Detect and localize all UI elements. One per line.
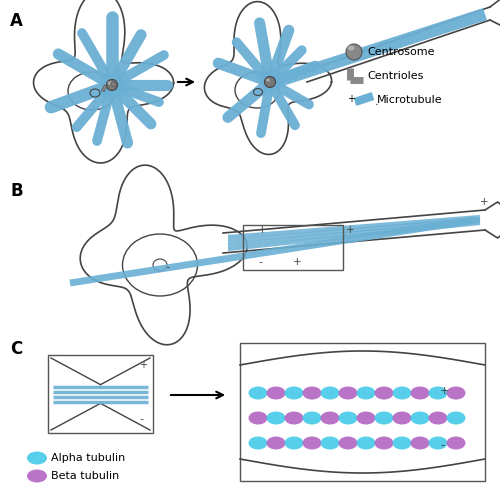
- Text: .: .: [375, 97, 378, 107]
- Ellipse shape: [410, 386, 430, 399]
- Ellipse shape: [410, 436, 430, 449]
- Ellipse shape: [284, 436, 304, 449]
- Ellipse shape: [346, 44, 362, 60]
- Ellipse shape: [248, 412, 268, 425]
- Ellipse shape: [410, 412, 430, 425]
- Ellipse shape: [27, 470, 47, 483]
- Text: +: +: [139, 360, 147, 370]
- Ellipse shape: [27, 451, 47, 464]
- Ellipse shape: [356, 412, 376, 425]
- Ellipse shape: [264, 76, 276, 87]
- Ellipse shape: [446, 436, 466, 449]
- Bar: [240, 343, 485, 481]
- Text: -: -: [165, 262, 169, 272]
- Ellipse shape: [320, 412, 340, 425]
- Ellipse shape: [284, 386, 304, 399]
- Ellipse shape: [428, 386, 448, 399]
- Ellipse shape: [266, 412, 285, 425]
- Ellipse shape: [348, 46, 354, 51]
- Ellipse shape: [302, 436, 322, 449]
- Ellipse shape: [374, 412, 394, 425]
- Text: +: +: [347, 94, 355, 104]
- Bar: [110, 81, 117, 87]
- Polygon shape: [490, 0, 500, 26]
- Ellipse shape: [106, 79, 118, 90]
- Ellipse shape: [320, 436, 340, 449]
- Ellipse shape: [392, 412, 411, 425]
- Bar: [243, 225, 343, 270]
- Polygon shape: [485, 202, 500, 238]
- Ellipse shape: [374, 436, 394, 449]
- Text: +: +: [293, 257, 302, 267]
- Ellipse shape: [428, 436, 448, 449]
- Ellipse shape: [338, 412, 357, 425]
- Ellipse shape: [356, 386, 376, 399]
- Ellipse shape: [392, 386, 411, 399]
- Ellipse shape: [266, 78, 270, 81]
- Ellipse shape: [428, 412, 448, 425]
- Ellipse shape: [266, 386, 285, 399]
- Text: Alpha tubulin: Alpha tubulin: [51, 453, 125, 463]
- Ellipse shape: [266, 436, 285, 449]
- Text: -: -: [258, 257, 262, 267]
- Ellipse shape: [248, 386, 268, 399]
- Ellipse shape: [320, 386, 340, 399]
- Text: Beta tubulin: Beta tubulin: [51, 471, 120, 481]
- Text: Centrioles: Centrioles: [367, 71, 424, 81]
- Ellipse shape: [356, 436, 376, 449]
- Ellipse shape: [338, 386, 357, 399]
- Bar: [48, 355, 153, 433]
- Ellipse shape: [248, 436, 268, 449]
- Text: +: +: [258, 225, 266, 235]
- Text: Microtubule: Microtubule: [377, 95, 442, 105]
- Ellipse shape: [338, 436, 357, 449]
- Ellipse shape: [284, 412, 304, 425]
- Text: +: +: [440, 386, 450, 396]
- Text: -: -: [440, 439, 444, 452]
- Ellipse shape: [302, 386, 322, 399]
- Text: A: A: [10, 12, 23, 30]
- Text: -: -: [139, 414, 143, 424]
- Ellipse shape: [302, 412, 322, 425]
- Ellipse shape: [446, 412, 466, 425]
- Ellipse shape: [108, 81, 112, 85]
- Ellipse shape: [374, 386, 394, 399]
- Text: +: +: [346, 225, 354, 235]
- Text: +: +: [480, 197, 488, 207]
- Ellipse shape: [446, 386, 466, 399]
- Text: Centrosome: Centrosome: [367, 47, 434, 57]
- Ellipse shape: [392, 436, 411, 449]
- Text: C: C: [10, 340, 22, 358]
- Text: B: B: [10, 182, 22, 200]
- Bar: [102, 85, 107, 92]
